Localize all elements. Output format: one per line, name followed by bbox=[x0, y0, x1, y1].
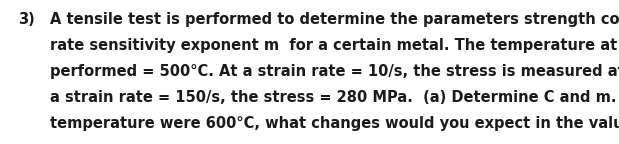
Text: A tensile test is performed to determine the parameters strength constant C and : A tensile test is performed to determine… bbox=[50, 12, 619, 27]
Text: 3): 3) bbox=[18, 12, 35, 27]
Text: a strain rate = 150/s, the stress = 280 MPa.  (a) Determine C and m.  (b) If the: a strain rate = 150/s, the stress = 280 … bbox=[50, 90, 619, 105]
Text: performed = 500°C. At a strain rate = 10/s, the stress is measured at 140 MPa; a: performed = 500°C. At a strain rate = 10… bbox=[50, 64, 619, 79]
Text: rate sensitivity exponent m  for a certain metal. The temperature at which the t: rate sensitivity exponent m for a certai… bbox=[50, 38, 619, 53]
Text: temperature were 600°C, what changes would you expect in the values of C and m?: temperature were 600°C, what changes wou… bbox=[50, 116, 619, 131]
